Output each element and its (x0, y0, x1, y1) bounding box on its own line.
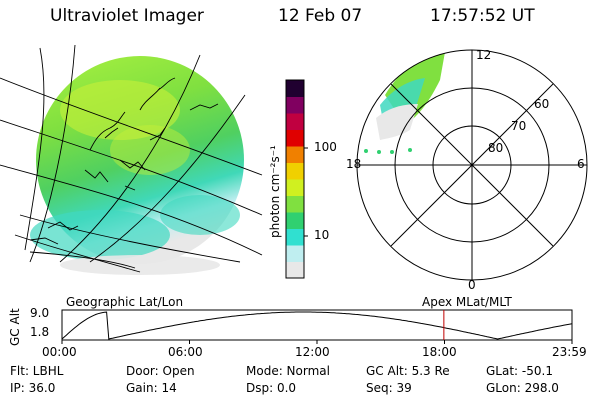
instrument-title: Ultraviolet Imager (50, 6, 204, 26)
colorbar-swatch (286, 228, 304, 246)
polar-plot (356, 49, 588, 281)
colorbar-swatch (286, 261, 304, 279)
colorbar-swatch (286, 113, 304, 130)
mlt-label-12: 12 (476, 48, 492, 62)
colorbar-swatch (286, 179, 304, 196)
colorbar-tick-10: 10 (314, 228, 330, 242)
info-seq: Seq: 39 (366, 381, 412, 395)
colorbar-swatch (286, 80, 304, 97)
mlt-label-0: 0 (468, 278, 476, 292)
info-glat: GLat: -50.1 (486, 364, 553, 378)
info-gcalt: GC Alt: 5.3 Re (366, 364, 450, 378)
info-gain: Gain: 14 (126, 381, 177, 395)
timeline-ylabel: GC Alt (8, 308, 22, 346)
colorbar-unit-label: photon cm⁻²s⁻¹ (268, 145, 282, 238)
timeline-xtick-2: 12:00 (295, 345, 330, 359)
mlt-label-6: 6 (577, 157, 585, 171)
timeline-xtick-4: 23:59 (552, 345, 587, 359)
info-dsp: Dsp: 0.0 (246, 381, 297, 395)
apex-label: Apex MLat/MLT (422, 295, 512, 309)
colorbar-swatch (286, 146, 304, 163)
timeline-plot (61, 309, 573, 344)
mlt-label-18: 18 (346, 157, 362, 171)
info-mode: Mode: Normal (246, 364, 330, 378)
info-door: Door: Open (126, 364, 195, 378)
colorbar-frame (285, 79, 305, 279)
colorbar-tick-100: 100 (314, 140, 337, 154)
colorbar-swatch (286, 129, 304, 147)
colorbar-swatch (286, 96, 304, 114)
info-ip: IP: 36.0 (10, 381, 56, 395)
info-glon: GLon: 298.0 (486, 381, 559, 395)
timeline-xtick-1: 06:00 (168, 345, 203, 359)
timeline-xtick-0: 00:00 (42, 345, 77, 359)
colorbar-swatch (286, 195, 304, 213)
altitude-curve (61, 311, 573, 340)
colorbar-swatch (286, 245, 304, 262)
timeline-ytick-top: 9.0 (30, 306, 50, 320)
time-label: 17:57:52 UT (430, 6, 535, 26)
uv-globe-image (0, 44, 263, 275)
lat-label-60: 60 (534, 97, 550, 111)
date-label: 12 Feb 07 (278, 6, 363, 26)
geographic-label: Geographic Lat/Lon (66, 295, 184, 309)
info-flt: Flt: LBHL (10, 364, 64, 378)
lat-label-70: 70 (511, 119, 527, 133)
timeline-xtick-3: 18:00 (422, 345, 457, 359)
colorbar-swatch (286, 212, 304, 229)
timeline-ytick-bottom: 1.8 (30, 325, 50, 339)
colorbar-swatch (286, 162, 304, 180)
colorbar (285, 79, 308, 279)
lat-label-80: 80 (488, 141, 504, 155)
